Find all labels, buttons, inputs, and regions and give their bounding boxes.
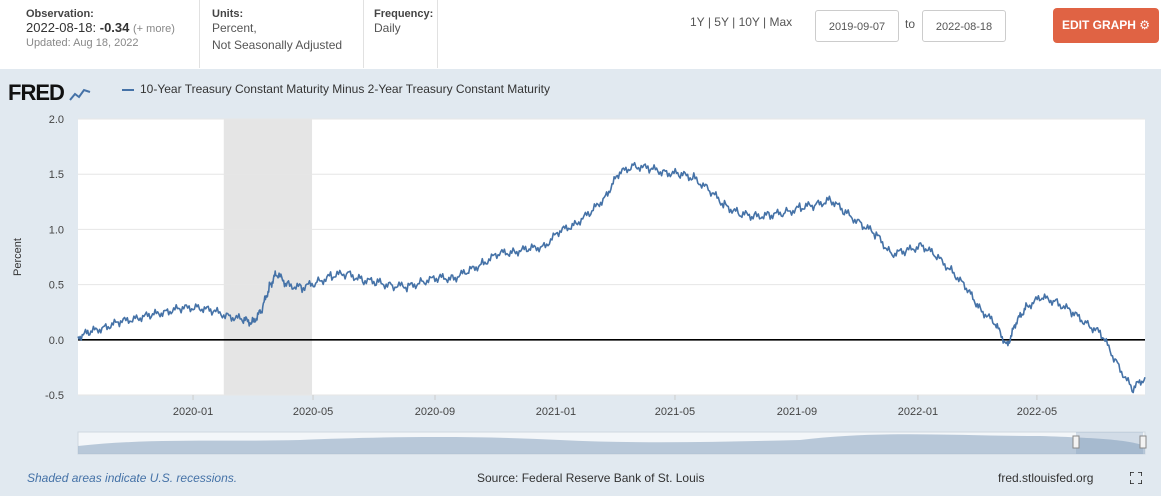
x-tick-label: 2022-01	[898, 406, 938, 418]
range-separator: |	[763, 15, 767, 29]
observation-label: Observation:	[26, 8, 94, 20]
navigator-left-handle[interactable]	[1072, 435, 1080, 449]
units-label: Units:	[212, 8, 244, 20]
frequency-panel: Frequency: Daily	[374, 0, 438, 68]
navigator-overview-area	[78, 434, 1145, 454]
x-tick-label: 2020-09	[415, 406, 455, 418]
x-tick-label: 2020-05	[293, 406, 333, 418]
observation-value-line: 2022-08-18: -0.34 (+ more)	[26, 20, 199, 35]
fred-logo-chart-icon	[69, 86, 92, 103]
range-10y-button[interactable]: 10Y	[738, 15, 760, 29]
end-date-input[interactable]: 2022-08-18	[922, 10, 1006, 42]
edit-graph-label: EDIT GRAPH	[1061, 18, 1136, 32]
fullscreen-icon[interactable]	[1130, 472, 1142, 484]
range-separator: |	[707, 15, 711, 29]
range-5y-button[interactable]: 5Y	[714, 15, 729, 29]
chart-legend[interactable]: 10-Year Treasury Constant Maturity Minus…	[122, 82, 550, 96]
units-line1: Percent,	[212, 21, 257, 35]
recession-note: Shaded areas indicate U.S. recessions.	[27, 471, 238, 485]
fred-logo-text: FRED	[8, 80, 65, 105]
y-tick-label: 1.5	[49, 169, 64, 181]
y-axis-label: Percent	[12, 238, 24, 276]
x-tick-label: 2022-05	[1017, 406, 1057, 418]
recession-band	[223, 119, 313, 395]
legend-label: 10-Year Treasury Constant Maturity Minus…	[140, 82, 550, 96]
x-tick-label: 2021-05	[655, 406, 695, 418]
fred-logo: FRED	[8, 80, 92, 106]
navigator-right-handle[interactable]	[1139, 435, 1147, 449]
x-tick-label: 2020-01	[173, 406, 213, 418]
range-1y-button[interactable]: 1Y	[690, 15, 705, 29]
header-bar: Observation: 2022-08-18: -0.34 (+ more) …	[0, 0, 1161, 68]
units-panel: Units: Percent, Not Seasonally Adjusted	[212, 0, 364, 68]
observation-value: -0.34	[99, 20, 130, 35]
y-tick-label: 1.0	[49, 224, 64, 236]
y-tick-label: -0.5	[45, 390, 64, 402]
navigator[interactable]	[77, 431, 1147, 455]
y-tick-label: 0.0	[49, 335, 64, 347]
y-tick-label: 2.0	[49, 114, 64, 126]
observation-more-link[interactable]: (+ more)	[133, 23, 175, 35]
gear-icon: ⚙	[1139, 18, 1151, 32]
frequency-value: Daily	[374, 21, 401, 35]
observation-date: 2022-08-18:	[26, 20, 97, 35]
range-separator: |	[732, 15, 736, 29]
x-tick-label: 2021-01	[536, 406, 576, 418]
units-line2: Not Seasonally Adjusted	[212, 38, 343, 52]
series-line	[77, 161, 1146, 394]
frequency-label: Frequency:	[374, 8, 434, 20]
navigator-selected-range[interactable]	[1076, 432, 1143, 454]
legend-swatch	[122, 88, 134, 91]
source-text: Source: Federal Reserve Bank of St. Loui…	[477, 471, 705, 485]
y-tick-label: 0.5	[49, 280, 64, 292]
range-selector: 1Y | 5Y | 10Y | Max	[690, 15, 792, 29]
x-tick-label: 2021-09	[777, 406, 817, 418]
range-max-button[interactable]: Max	[769, 15, 793, 29]
updated-date: Updated: Aug 18, 2022	[26, 37, 139, 49]
to-label: to	[905, 17, 916, 31]
source-url[interactable]: fred.stlouisfed.org	[998, 471, 1094, 485]
start-date-input[interactable]: 2019-09-07	[815, 10, 899, 42]
observation-panel: Observation: 2022-08-18: -0.34 (+ more) …	[26, 0, 200, 68]
edit-graph-button[interactable]: EDIT GRAPH ⚙	[1053, 8, 1159, 43]
